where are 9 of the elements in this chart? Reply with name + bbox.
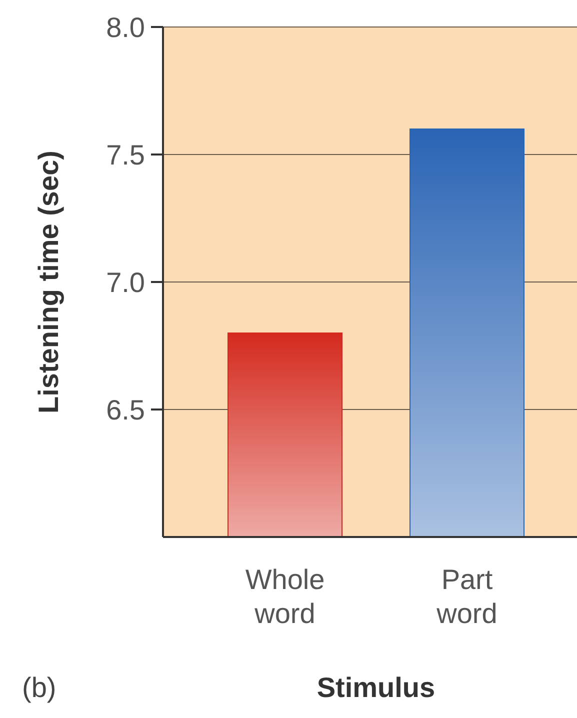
x-tick-label: Part word [436, 564, 498, 629]
y-tick-label: 6.5 [106, 394, 145, 426]
y-tick-label: 7.0 [106, 266, 145, 298]
y-tick-label: 7.5 [106, 139, 145, 170]
y-axis-title: Listening time (sec) [33, 150, 64, 414]
x-axis-title: Stimulus [316, 672, 436, 703]
y-tick-label: 8.0 [106, 12, 145, 43]
text: (b) [22, 672, 56, 703]
x-tick-label: Whole word [245, 564, 325, 629]
